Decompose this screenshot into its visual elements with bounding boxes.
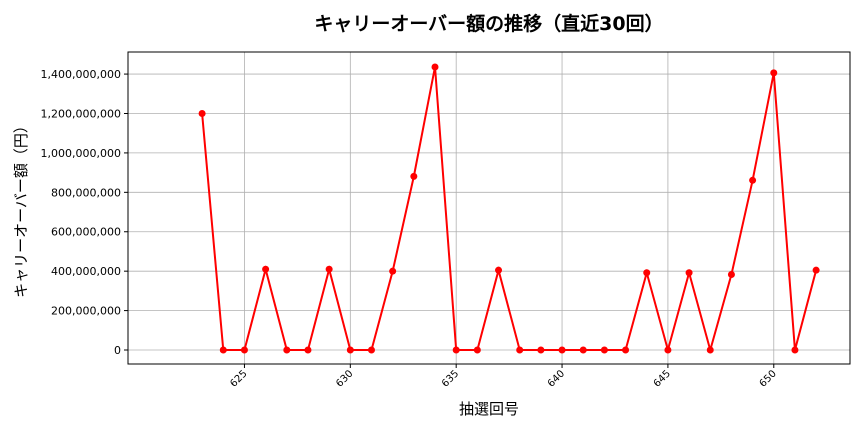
data-point (643, 269, 651, 277)
data-point (622, 346, 630, 354)
data-point (410, 172, 418, 180)
y-axis-label: キャリーオーバー額（円） (12, 118, 30, 298)
y-tick-label: 400,000,000 (51, 265, 121, 278)
data-point (198, 109, 206, 117)
data-point (452, 346, 460, 354)
y-tick-label: 200,000,000 (51, 305, 121, 318)
data-point (685, 269, 693, 277)
x-tick-label: 645 (652, 368, 673, 389)
data-point (283, 346, 291, 354)
data-point (240, 346, 248, 354)
chart-title: キャリーオーバー額の推移（直近30回） (314, 12, 663, 35)
data-point (367, 346, 375, 354)
data-point (600, 346, 608, 354)
data-point (537, 346, 545, 354)
data-point (473, 346, 481, 354)
y-tick-label: 800,000,000 (51, 186, 121, 199)
x-axis-label: 抽選回号 (459, 400, 519, 418)
data-point (749, 176, 757, 184)
series-line (201, 66, 818, 354)
y-tick-label: 0 (114, 344, 121, 357)
data-point (558, 346, 566, 354)
x-tick-label: 635 (440, 368, 461, 389)
data-point (431, 63, 439, 71)
data-point (664, 346, 672, 354)
data-point (791, 346, 799, 354)
y-tick-label: 600,000,000 (51, 226, 121, 239)
data-point (304, 346, 312, 354)
data-point (495, 266, 503, 274)
x-tick-label: 630 (334, 368, 355, 389)
data-point (389, 267, 397, 275)
y-tick-label: 1,200,000,000 (41, 107, 121, 120)
plot-frame (127, 51, 851, 365)
data-point (346, 346, 354, 354)
data-point (812, 266, 820, 274)
x-tick-label: 640 (546, 368, 567, 389)
data-point (770, 69, 778, 77)
x-tick-label: 650 (758, 368, 779, 389)
x-tick-label: 625 (228, 368, 249, 389)
data-point (579, 346, 587, 354)
y-tick-label: 1,000,000,000 (41, 147, 121, 160)
data-point (262, 265, 270, 273)
data-point (727, 271, 735, 279)
data-point (325, 265, 333, 273)
data-point (219, 346, 227, 354)
data-point (516, 346, 524, 354)
data-point (706, 346, 714, 354)
y-tick-label: 1,400,000,000 (41, 68, 121, 81)
